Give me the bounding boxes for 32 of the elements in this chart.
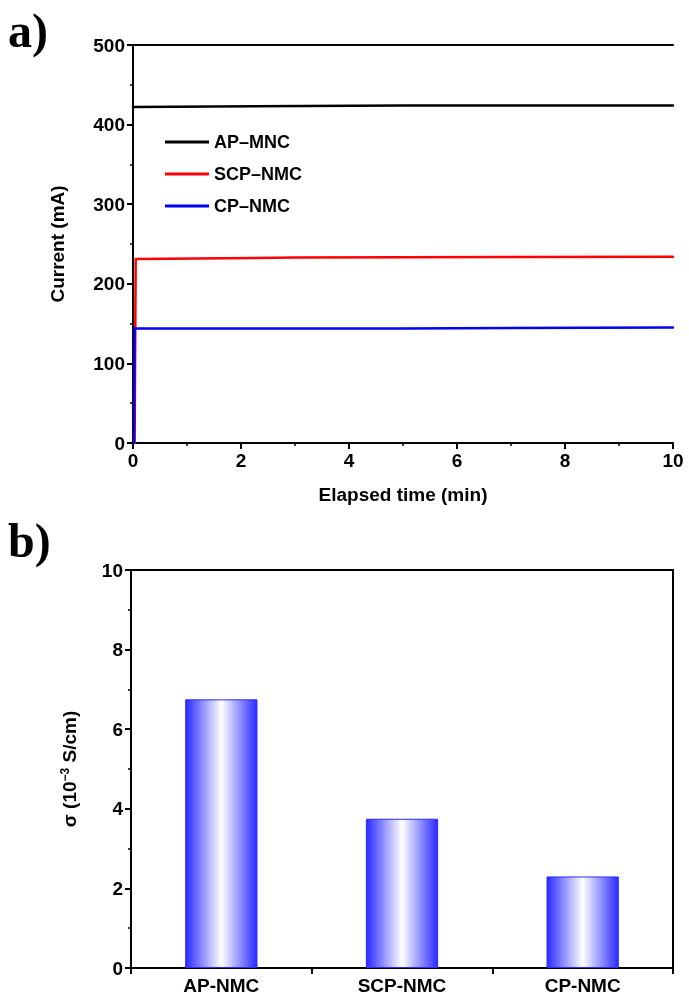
y-tick-label: 8 xyxy=(112,639,123,661)
x-tick-label: 8 xyxy=(559,450,571,471)
x-tick-label: 6 xyxy=(451,450,463,471)
x-tick-label: CP-NMC xyxy=(544,975,621,996)
y-tick-label: 500 xyxy=(93,34,125,56)
y-tick-label: 0 xyxy=(114,432,125,454)
y-tick-label: 6 xyxy=(112,718,123,740)
y-tick-label: 0 xyxy=(112,957,123,979)
y-tick-label: 200 xyxy=(93,273,125,295)
x-tick-label: 2 xyxy=(235,450,247,471)
x-tick-label: 0 xyxy=(127,450,139,471)
y-tick-label: 2 xyxy=(112,877,123,899)
x-axis-title: Elapsed time (min) xyxy=(318,484,488,505)
x-tick-label: 4 xyxy=(343,450,355,471)
y-tick-label: 100 xyxy=(93,352,125,374)
y-axis-title: Current (mA) xyxy=(47,185,68,303)
x-tick-label: AP-NMC xyxy=(183,975,260,996)
text: b) xyxy=(8,513,51,568)
bar xyxy=(546,876,619,968)
x-tick-label: SCP-NMC xyxy=(357,975,447,996)
y-tick-label: 400 xyxy=(93,114,125,136)
x-tick-label: 10 xyxy=(662,450,684,471)
legend-label: SCP–NMC xyxy=(214,164,303,184)
legend-label: AP–MNC xyxy=(214,132,291,152)
y-tick-label: 10 xyxy=(101,559,123,581)
legend-label: CP–NMC xyxy=(214,196,291,216)
y-tick-label: 4 xyxy=(112,798,124,820)
y-axis-title: σ (10−3 S/cm) xyxy=(58,710,80,828)
text: a) xyxy=(8,3,48,58)
y-tick-label: 300 xyxy=(93,193,125,215)
bar xyxy=(185,699,258,968)
bar xyxy=(365,818,439,968)
